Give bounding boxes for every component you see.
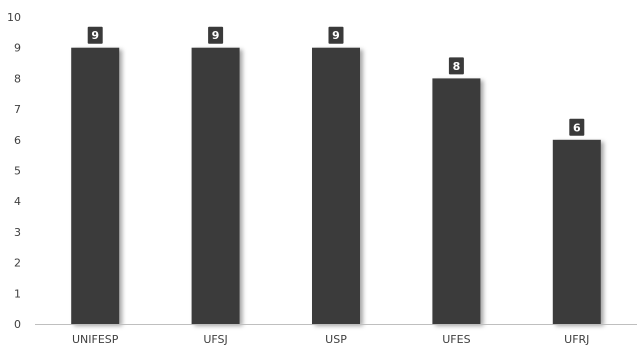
- x-category-label: USP: [325, 333, 347, 346]
- y-tick-label: 0: [14, 318, 21, 331]
- data-labels: 9 9 9 8 6: [87, 26, 585, 136]
- y-tick-label: 8: [14, 72, 21, 85]
- data-label: 9: [91, 29, 99, 42]
- x-axis-category-labels: UNIFESP UFSJ USP UFES UFRJ: [72, 333, 589, 346]
- data-label: 8: [453, 60, 461, 73]
- bar-series: [71, 47, 601, 325]
- y-tick-label: 2: [14, 257, 21, 270]
- x-category-label: UNIFESP: [72, 333, 119, 346]
- data-label-box: [87, 26, 103, 44]
- y-tick-label: 3: [14, 226, 21, 239]
- data-label-box: [208, 26, 224, 44]
- bar: [552, 139, 601, 324]
- y-tick-label: 6: [14, 134, 21, 147]
- bar: [191, 47, 240, 324]
- data-label-box: [328, 26, 344, 44]
- y-tick-label: 10: [7, 11, 21, 24]
- y-axis-tick-labels: 0 1 2 3 4 5 6 7 8 9 10: [7, 11, 21, 331]
- y-tick-label: 5: [14, 165, 21, 178]
- data-label: 9: [212, 29, 220, 42]
- y-tick-label: 4: [14, 195, 21, 208]
- data-label: 6: [573, 121, 581, 134]
- data-label-box: [569, 118, 585, 136]
- x-category-label: UFSJ: [203, 333, 227, 346]
- data-label: 9: [332, 29, 340, 42]
- data-label-box: [448, 57, 464, 75]
- x-category-label: UFES: [442, 333, 470, 346]
- y-tick-label: 7: [14, 103, 21, 116]
- bar: [312, 47, 360, 324]
- x-category-label: UFRJ: [564, 333, 589, 346]
- y-tick-label: 9: [14, 42, 21, 55]
- bar: [71, 47, 120, 324]
- bar: [432, 78, 481, 325]
- y-tick-label: 1: [14, 287, 21, 300]
